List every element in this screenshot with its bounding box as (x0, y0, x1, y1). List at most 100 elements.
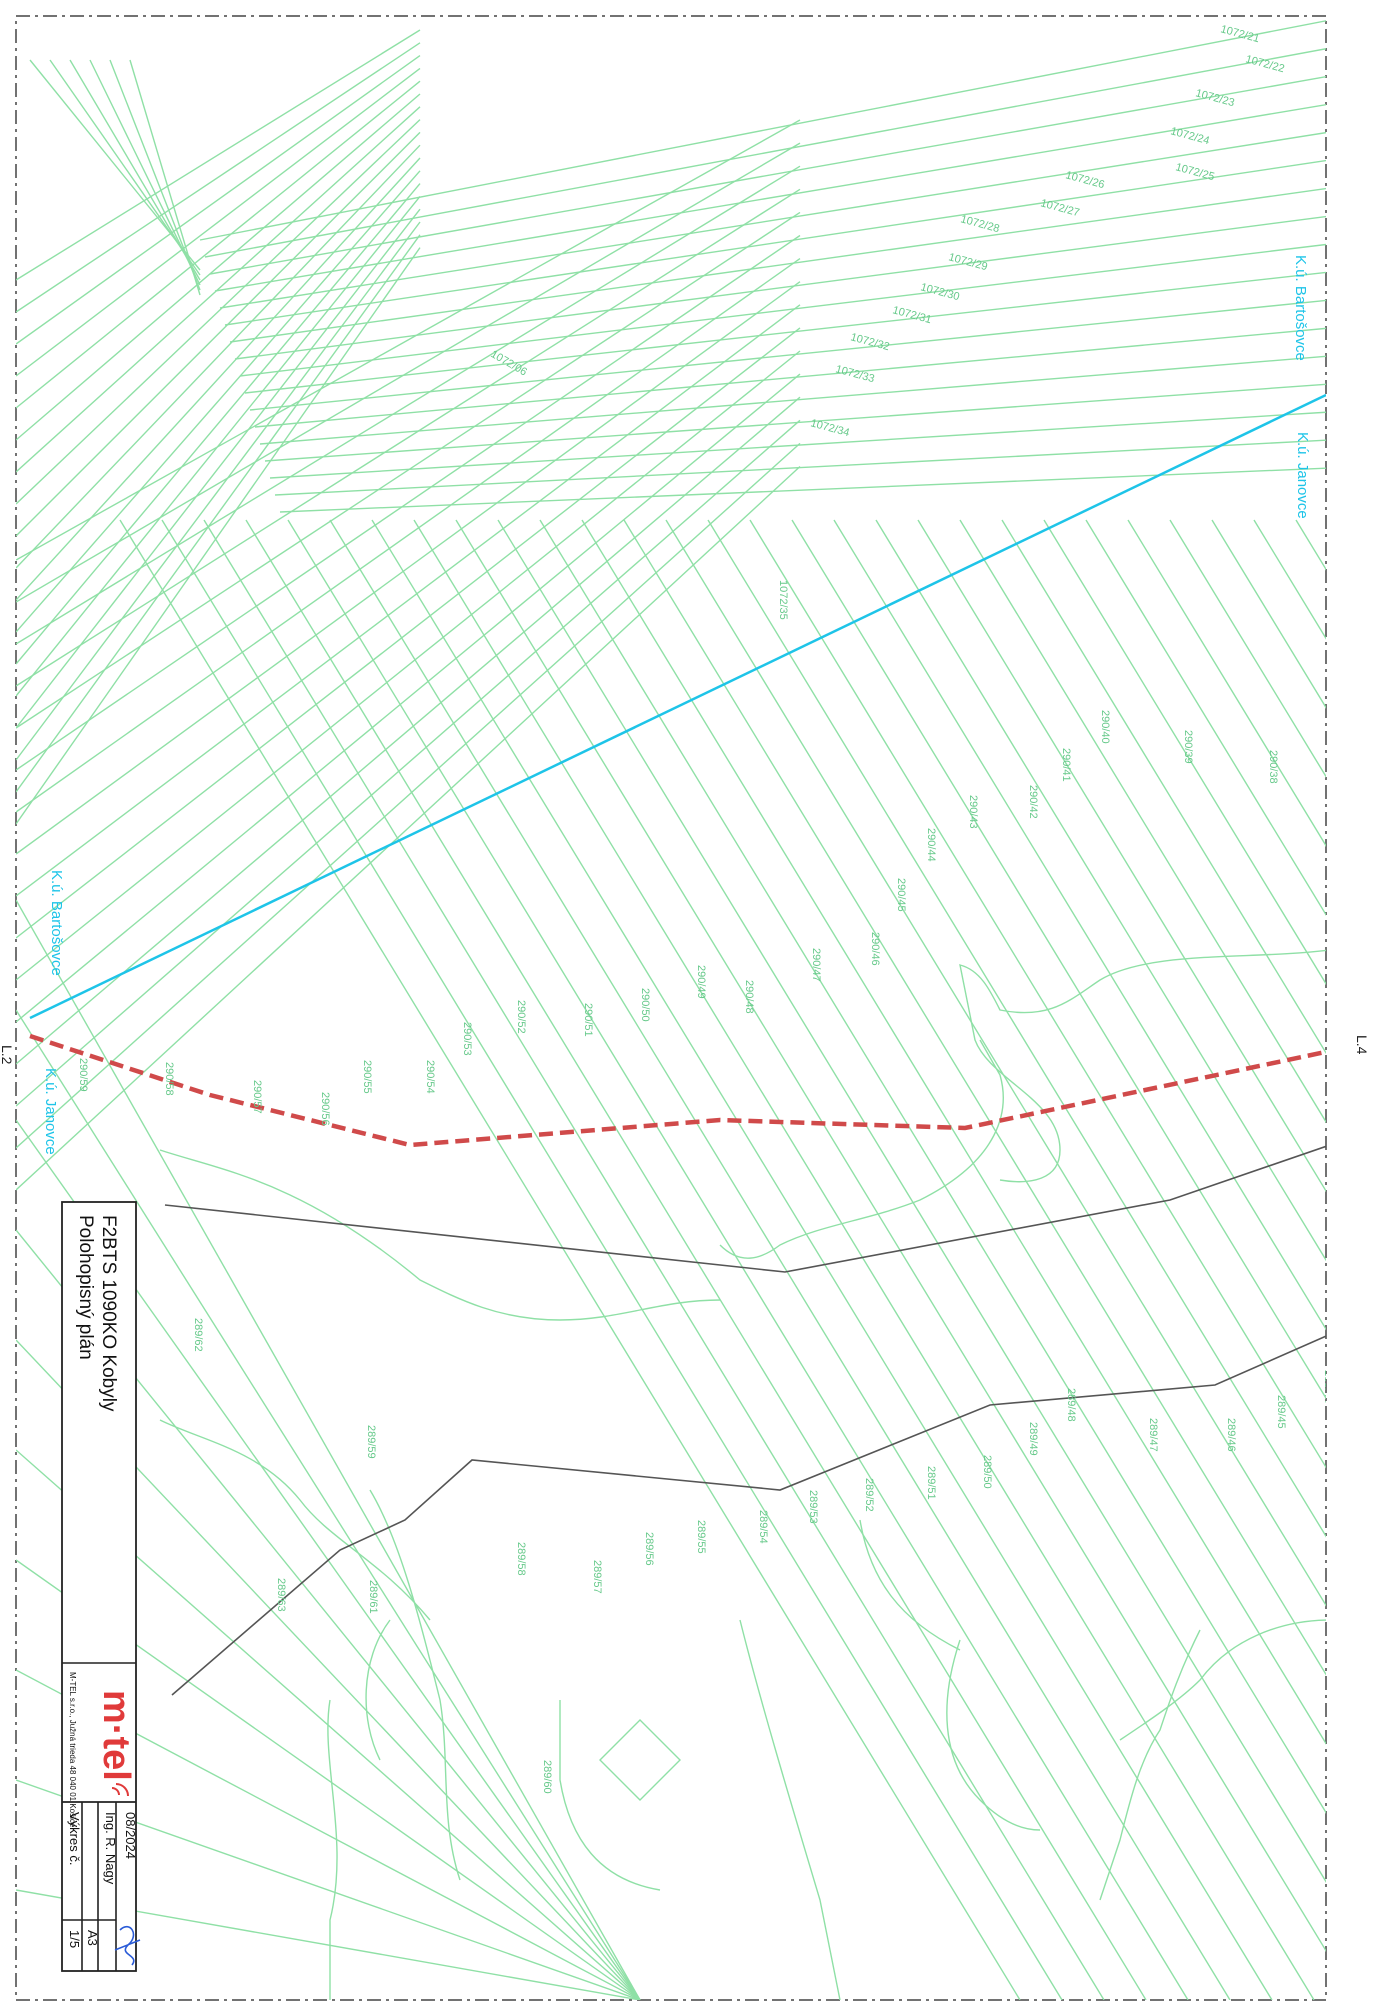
parcel-boundary-line (287, 519, 1189, 2000)
parcel-label: 290/59 (77, 1058, 89, 1092)
parcel-boundary-line (16, 465, 801, 1191)
parcel-label: 290/47 (810, 948, 822, 982)
parcel-label: 290/43 (967, 795, 979, 829)
parcel-boundary-line (16, 131, 421, 537)
parcel-boundary-line (16, 55, 421, 345)
parcel-label: 1072/23 (1194, 87, 1236, 109)
parcel-boundary-line (239, 243, 1326, 377)
parcel-label: 289/47 (1147, 1418, 1159, 1452)
parcel-boundary-line (16, 247, 421, 825)
parcel-label: 290/52 (515, 1000, 527, 1034)
parcel-boundary-line (16, 93, 421, 441)
title-block: F2BTS 1090KO Kobyly Polohopisný plán m·t… (61, 1201, 141, 1972)
parcel-boundary-line (917, 519, 1326, 1193)
parcel-boundary-line (875, 519, 1326, 1262)
parcel-label: 290/40 (1099, 710, 1111, 744)
parcel-boundary-line (254, 327, 1326, 428)
parcel-boundary-line (259, 355, 1326, 445)
parcel-label: 1072/30 (919, 281, 961, 303)
company-address: M-TEL s.r.o., Južná trieda 48 040 01 Koš… (68, 1672, 77, 1828)
signature (114, 1925, 141, 1966)
parcel-label: 290/46 (869, 932, 881, 966)
parcel-label: 290/54 (424, 1060, 436, 1094)
parcel-label: 1072/33 (834, 363, 876, 385)
cadastral-boundary (29, 393, 1326, 1020)
parcel-boundary-line (539, 519, 1326, 1814)
parcel-label: 289/63 (275, 1578, 287, 1612)
parcel-boundary-line (16, 419, 801, 1107)
parcel-label: 1072/22 (1244, 53, 1286, 75)
parcel-boundary-line (161, 519, 1063, 2000)
parcel-boundary-line (16, 188, 801, 687)
parcel-boundary-line (16, 373, 801, 1023)
cadastral-label-janovce-bottom: K.ú. Janovce (42, 1068, 59, 1155)
parcel-label: 1072/32 (849, 331, 891, 353)
parcel-label: 289/61 (367, 1580, 379, 1614)
parcel-label: 290/57 (251, 1080, 263, 1114)
parcel-boundary-line (581, 519, 1326, 1745)
parcel-boundary-line (49, 59, 201, 276)
parcel-boundary-line (229, 187, 1326, 343)
parcel-boundary-line (959, 519, 1326, 1124)
parcel-boundary-line (749, 519, 1326, 1469)
parcel-boundary-line (199, 20, 1326, 241)
parcel-boundary-line (16, 1009, 641, 2000)
parcel-boundary-line (224, 159, 1326, 326)
parcel-label: 289/57 (591, 1560, 603, 1594)
parcel-boundary-line (279, 467, 1326, 513)
parcel-boundary-line (16, 234, 421, 793)
parcel-boundary-line (1001, 519, 1326, 1055)
parcel-label: 289/62 (192, 1318, 204, 1352)
cadastral-label-bartosovce-bottom: K.ú. Bartošovce (48, 870, 65, 976)
parcel-boundary-line (833, 519, 1326, 1331)
parcel-label: 289/56 (643, 1532, 655, 1566)
parcel-label: 289/45 (1275, 1395, 1287, 1429)
parcel-label: 290/39 (1182, 730, 1194, 764)
parcel-boundary-line (16, 29, 421, 281)
parcel-boundary-line (16, 119, 421, 505)
parcel-label: 1072/21 (1219, 23, 1261, 45)
parcel-boundary-line (455, 519, 1326, 1953)
signal-icon (111, 1783, 129, 1797)
road-edges (164, 1145, 1326, 1696)
parcel-lines (16, 20, 1388, 2000)
parcel-boundary-line (16, 170, 421, 633)
parcel-label: 289/48 (1065, 1388, 1077, 1422)
parcel-label: 1072/31 (891, 304, 933, 326)
parcel-label: 290/58 (163, 1062, 175, 1096)
parcel-label: 289/54 (757, 1510, 769, 1544)
date-value: 08/2024 (123, 1812, 138, 1859)
planned-route (29, 1033, 1326, 1148)
drawing-no-value: 1/5 (67, 1930, 82, 1948)
parcel-boundary-line (16, 281, 801, 855)
parcel-boundary-line (1295, 519, 1326, 571)
parcel-boundary-line (1211, 519, 1326, 709)
parcel-boundary-line (209, 75, 1326, 275)
parcel-label: 1072/24 (1169, 125, 1211, 147)
irregular-parcel-boundaries (159, 949, 1326, 2000)
parcel-boundary-line (1338, 520, 1388, 2000)
parcel-boundary-line (109, 59, 201, 291)
parcel-boundary-line (791, 519, 1326, 1400)
parcel-label: 289/52 (863, 1478, 875, 1512)
parcel-boundary-line (1127, 519, 1326, 847)
parcel-boundary-line (89, 59, 201, 286)
parcel-boundary-line (16, 42, 421, 313)
parcel-boundary-line (16, 119, 801, 561)
drawing-frame (15, 15, 1327, 2001)
parcel-boundary-line (16, 144, 421, 569)
cadastral-label-bartosovce-top: K.ú. Bartošovce (1292, 255, 1309, 361)
parcel-label: 289/60 (541, 1760, 553, 1794)
parcel-boundary-line (623, 519, 1326, 1676)
road-edge-upper (164, 1145, 1326, 1273)
parcel-boundary-line (244, 271, 1326, 394)
parcel-boundary-line (16, 234, 801, 771)
company-logo-text: m·tel (95, 1690, 137, 1781)
parcel-boundary-line (16, 350, 801, 981)
author-value: Ing. R. Nagy (103, 1812, 118, 1885)
parcel-boundary-line (234, 215, 1326, 360)
sheet-ref-left: L.2 (0, 1045, 15, 1065)
parcel-label: 1072/26 (1064, 169, 1106, 191)
parcel-label: 289/51 (925, 1466, 937, 1500)
